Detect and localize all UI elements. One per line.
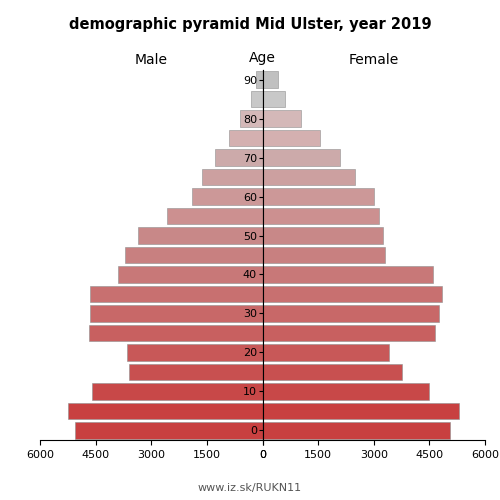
Bar bbox=[215, 150, 262, 166]
Bar bbox=[68, 402, 262, 419]
Bar bbox=[129, 364, 262, 380]
Bar bbox=[262, 286, 442, 302]
Text: Age: Age bbox=[249, 51, 276, 65]
Bar bbox=[262, 402, 459, 419]
Bar bbox=[167, 208, 262, 224]
Bar bbox=[262, 246, 385, 264]
Bar bbox=[262, 150, 340, 166]
Bar bbox=[262, 324, 435, 341]
Bar bbox=[138, 227, 262, 244]
Bar bbox=[75, 422, 262, 438]
Bar bbox=[262, 422, 450, 438]
Bar bbox=[262, 383, 430, 400]
Bar bbox=[262, 364, 402, 380]
Bar bbox=[262, 208, 380, 224]
Text: www.iz.sk/RUKN11: www.iz.sk/RUKN11 bbox=[198, 484, 302, 494]
Text: demographic pyramid Mid Ulster, year 2019: demographic pyramid Mid Ulster, year 201… bbox=[68, 18, 432, 32]
Bar bbox=[262, 227, 383, 244]
Title: Female: Female bbox=[348, 54, 399, 68]
Bar bbox=[192, 188, 262, 205]
Bar bbox=[127, 344, 262, 360]
Bar bbox=[126, 246, 262, 264]
Bar bbox=[92, 383, 262, 400]
Bar bbox=[89, 324, 262, 341]
Bar bbox=[262, 188, 374, 205]
Bar bbox=[262, 305, 438, 322]
Bar bbox=[251, 91, 262, 108]
Bar bbox=[262, 266, 433, 283]
Bar bbox=[262, 344, 388, 360]
Bar bbox=[90, 305, 262, 322]
Bar bbox=[202, 169, 262, 186]
Bar bbox=[262, 130, 320, 146]
Bar bbox=[90, 286, 262, 302]
Bar bbox=[262, 72, 278, 88]
Bar bbox=[118, 266, 262, 283]
Bar bbox=[262, 91, 285, 108]
Bar bbox=[229, 130, 262, 146]
Bar bbox=[262, 169, 355, 186]
Bar bbox=[256, 72, 262, 88]
Title: Male: Male bbox=[135, 54, 168, 68]
Bar bbox=[240, 110, 262, 127]
Bar bbox=[262, 110, 302, 127]
